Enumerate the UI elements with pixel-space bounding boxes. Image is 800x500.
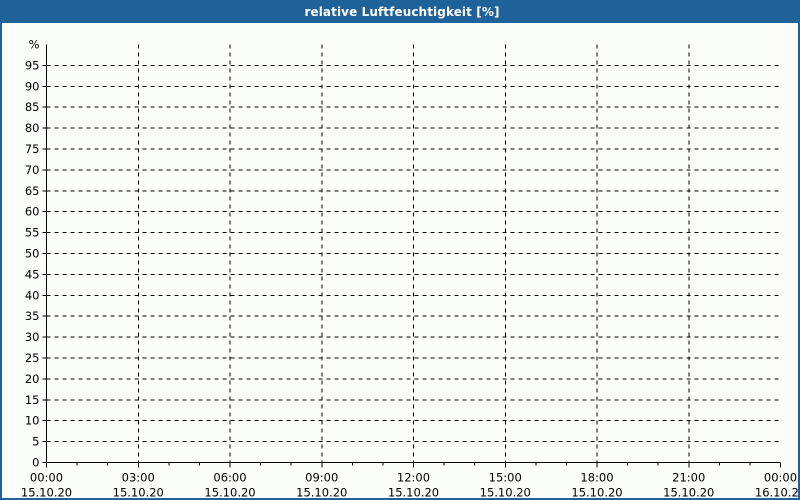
x-axis-date-label: 15.10.20 [21, 486, 72, 500]
y-axis-tick-label: 25 [25, 351, 40, 365]
y-axis-tick-label: 60 [25, 205, 40, 219]
y-axis-unit-label: % [29, 38, 40, 52]
x-axis-time-label: 15:00 [489, 471, 522, 485]
x-axis-time-label: 18:00 [580, 471, 613, 485]
x-axis-time-label: 09:00 [305, 471, 338, 485]
x-axis-date-label: 15.10.20 [113, 486, 164, 500]
y-axis-tick-label: 95 [25, 58, 40, 72]
y-axis-tick-label: 10 [25, 414, 40, 428]
window-title-bar: relative Luftfeuchtigkeit [%] [2, 2, 798, 23]
x-axis-date-label: 15.10.20 [388, 486, 439, 500]
x-axis-time-label: 12:00 [397, 471, 430, 485]
y-axis-tick-label: 15 [25, 393, 40, 407]
y-axis-tick-label: 0 [32, 456, 39, 470]
y-axis-tick-label: 50 [25, 247, 40, 261]
y-axis-tick-label: 65 [25, 184, 40, 198]
x-axis-date-label: 16.10.20 [755, 486, 798, 500]
x-axis-date-label: 15.10.20 [571, 486, 622, 500]
x-axis-date-label: 15.10.20 [296, 486, 347, 500]
y-axis-tick-label: 75 [25, 142, 40, 156]
x-axis-date-label: 15.10.20 [663, 486, 714, 500]
x-axis-time-label: 00:00 [30, 471, 63, 485]
y-axis-tick-label: 5 [32, 435, 39, 449]
y-axis-tick-label: 90 [25, 79, 40, 93]
y-axis-tick-label: 40 [25, 288, 40, 302]
x-axis-time-label: 06:00 [213, 471, 246, 485]
y-axis-tick-label: 85 [25, 100, 40, 114]
y-axis-tick-label: 35 [25, 309, 40, 323]
x-axis-time-label: 00:00 [764, 471, 797, 485]
x-axis-time-label: 03:00 [122, 471, 155, 485]
y-axis-tick-label: 20 [25, 372, 40, 386]
y-axis-tick-label: 45 [25, 267, 40, 281]
chart-svg: 0 5 10 15 20 25 30 35 40 45 50 55 60 65 70 75 80 85 90 95% 0… [21, 38, 798, 500]
y-axis-tick-label: 70 [25, 163, 40, 177]
x-axis-date-label: 15.10.20 [204, 486, 255, 500]
chart-plot-area: 0 5 10 15 20 25 30 35 40 45 50 55 60 65 70 75 80 85 90 95% 0… [2, 23, 798, 500]
y-axis-tick-label: 55 [25, 226, 40, 240]
x-axis-time-label: 21:00 [672, 471, 705, 485]
y-axis-tick-label: 30 [25, 330, 40, 344]
x-axis-date-label: 15.10.20 [480, 486, 531, 500]
axis-frame [45, 44, 781, 464]
y-axis-tick-label: 80 [25, 121, 40, 135]
